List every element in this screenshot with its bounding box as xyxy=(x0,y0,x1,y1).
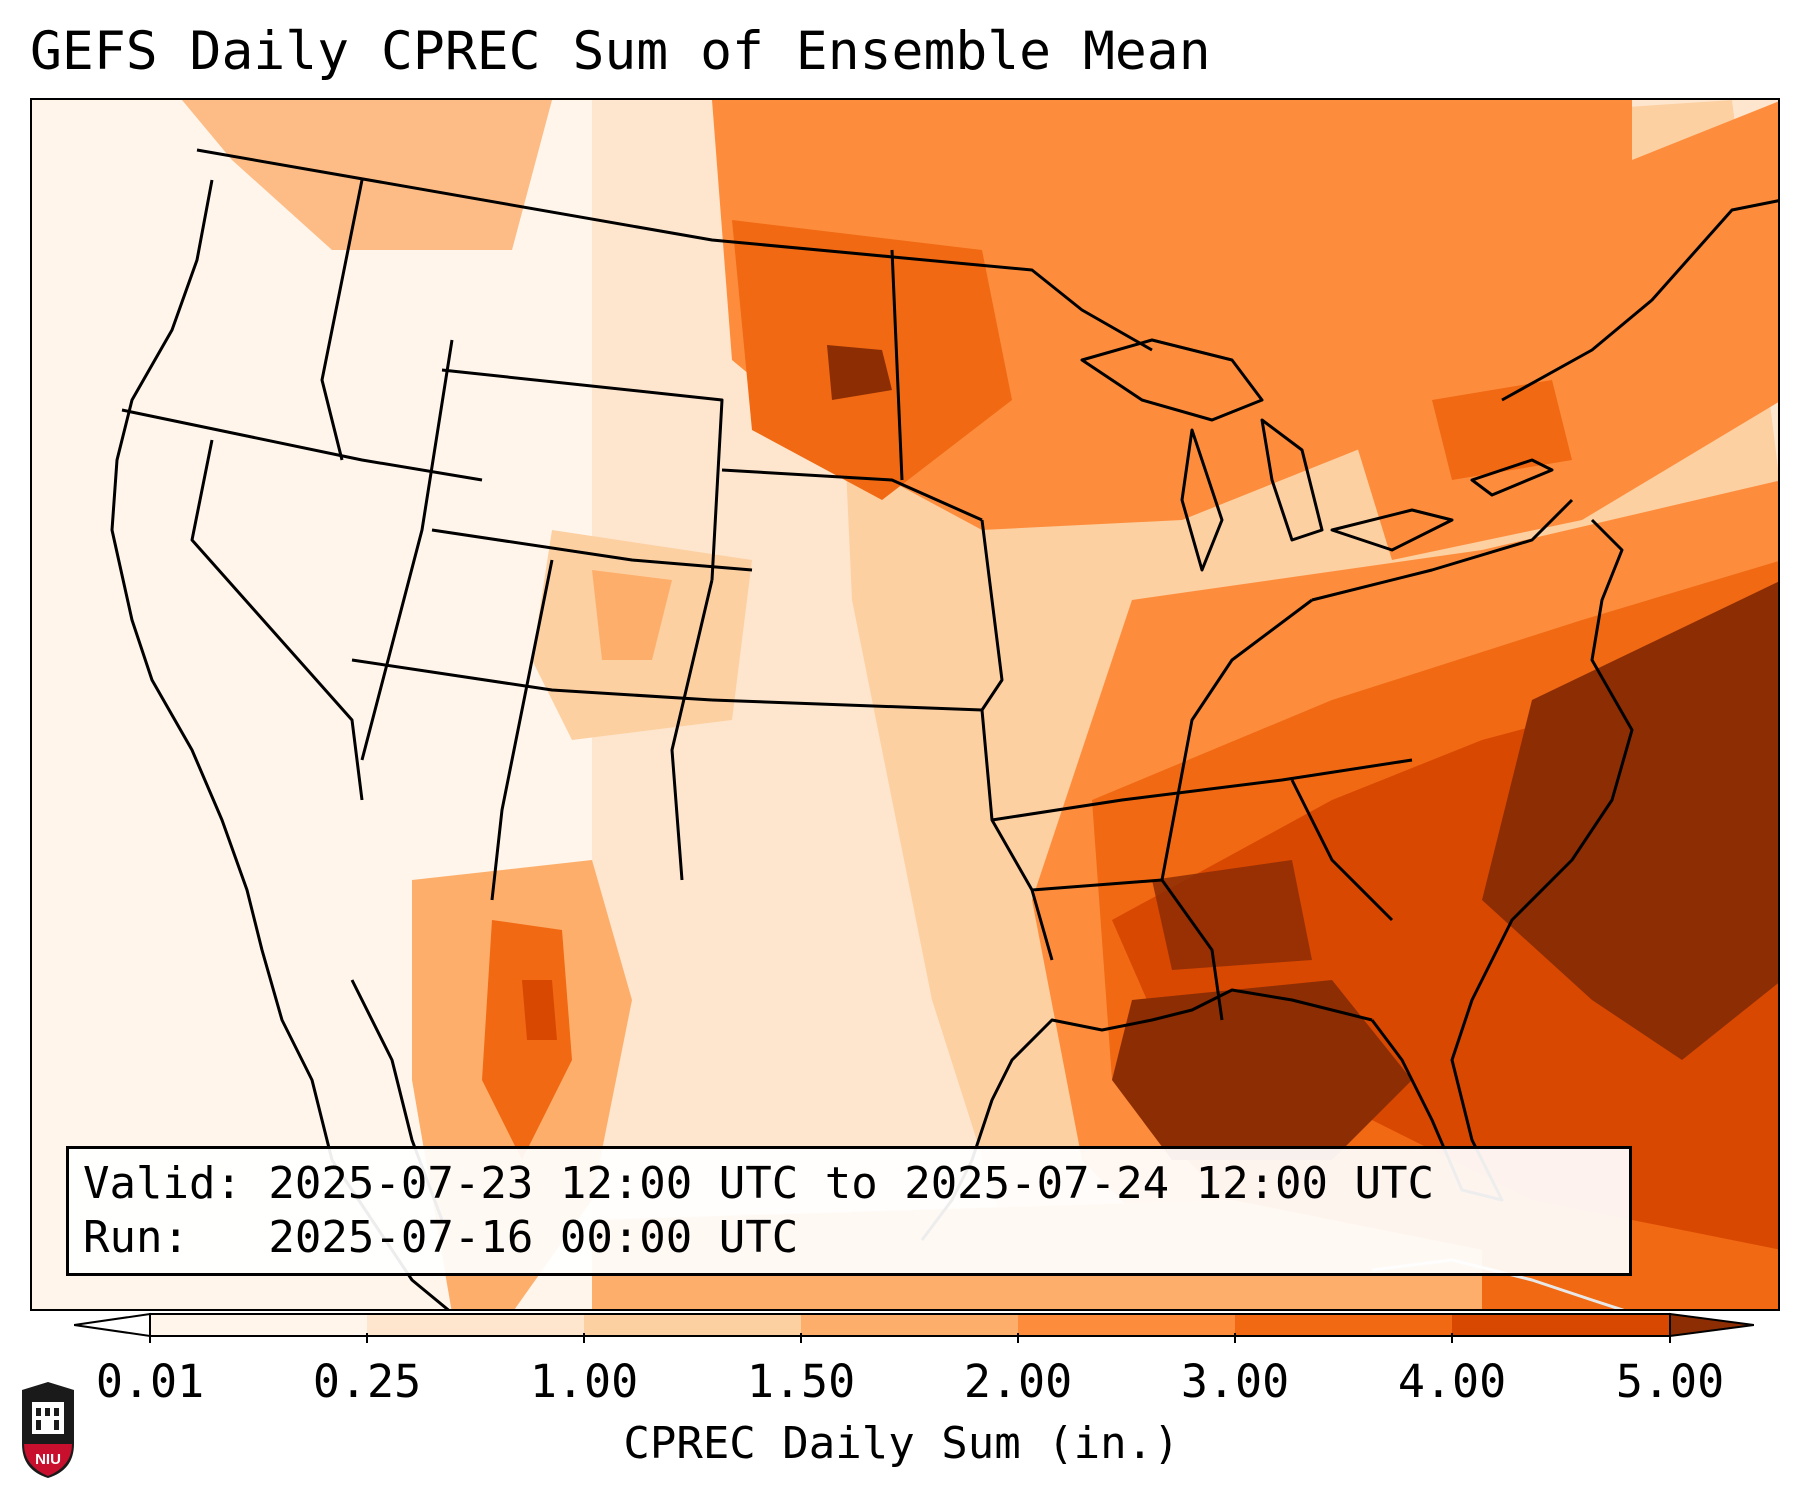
colorbar-low-arrow xyxy=(74,1312,151,1338)
colorbar-tick-label: 0.25 xyxy=(312,1355,422,1408)
run-time-text: Run: 2025-07-16 00:00 UTC xyxy=(83,1212,799,1263)
colorbar-tick xyxy=(366,1333,368,1343)
logo-text: NIU xyxy=(35,1451,61,1468)
colorbar-bin-5 xyxy=(1018,1314,1235,1336)
colorbar-bin-3 xyxy=(584,1314,801,1336)
colorbar-bin-1 xyxy=(150,1314,367,1336)
colorbar-tick-label: 1.00 xyxy=(529,1355,639,1408)
colorbar-tick xyxy=(800,1333,802,1343)
colorbar-bin-6 xyxy=(1235,1314,1452,1336)
precip-shading xyxy=(182,100,1778,1309)
valid-run-infobox: Valid: 2025-07-23 12:00 UTC to 2025-07-2… xyxy=(66,1146,1632,1276)
colorbar-tick xyxy=(583,1333,585,1343)
colorbar-tick xyxy=(1017,1333,1019,1343)
valid-time-text: Valid: 2025-07-23 12:00 UTC to 2025-07-2… xyxy=(83,1158,1435,1209)
colorbar-tick xyxy=(1234,1333,1236,1343)
colorbar-tick-label: 1.50 xyxy=(746,1355,856,1408)
colorbar-bin-2 xyxy=(367,1314,584,1336)
precip-map-svg xyxy=(110,100,1778,1309)
colorbar-high-arrow xyxy=(1669,1312,1754,1338)
colorbar-tick-label: 0.01 xyxy=(95,1355,205,1408)
colorbar-tick xyxy=(149,1333,151,1343)
chart-title: GEFS Daily CPREC Sum of Ensemble Mean xyxy=(30,21,1211,82)
colorbar-tick xyxy=(1669,1333,1671,1343)
niu-logo: NIU xyxy=(22,1382,74,1478)
colorbar-tick-label: 2.00 xyxy=(963,1355,1073,1408)
colorbar-tick-label: 4.00 xyxy=(1397,1355,1507,1408)
colorbar-tick xyxy=(1451,1333,1453,1343)
colorbar-label: CPREC Daily Sum (in.) xyxy=(623,1418,1180,1469)
colorbar-bin-4 xyxy=(801,1314,1018,1336)
colorbar xyxy=(74,1312,1754,1338)
colorbar-tick-label: 5.00 xyxy=(1615,1355,1725,1408)
precip-map xyxy=(30,98,1780,1311)
colorbar-bin-7 xyxy=(1452,1314,1670,1336)
colorbar-tick-label: 3.00 xyxy=(1180,1355,1290,1408)
